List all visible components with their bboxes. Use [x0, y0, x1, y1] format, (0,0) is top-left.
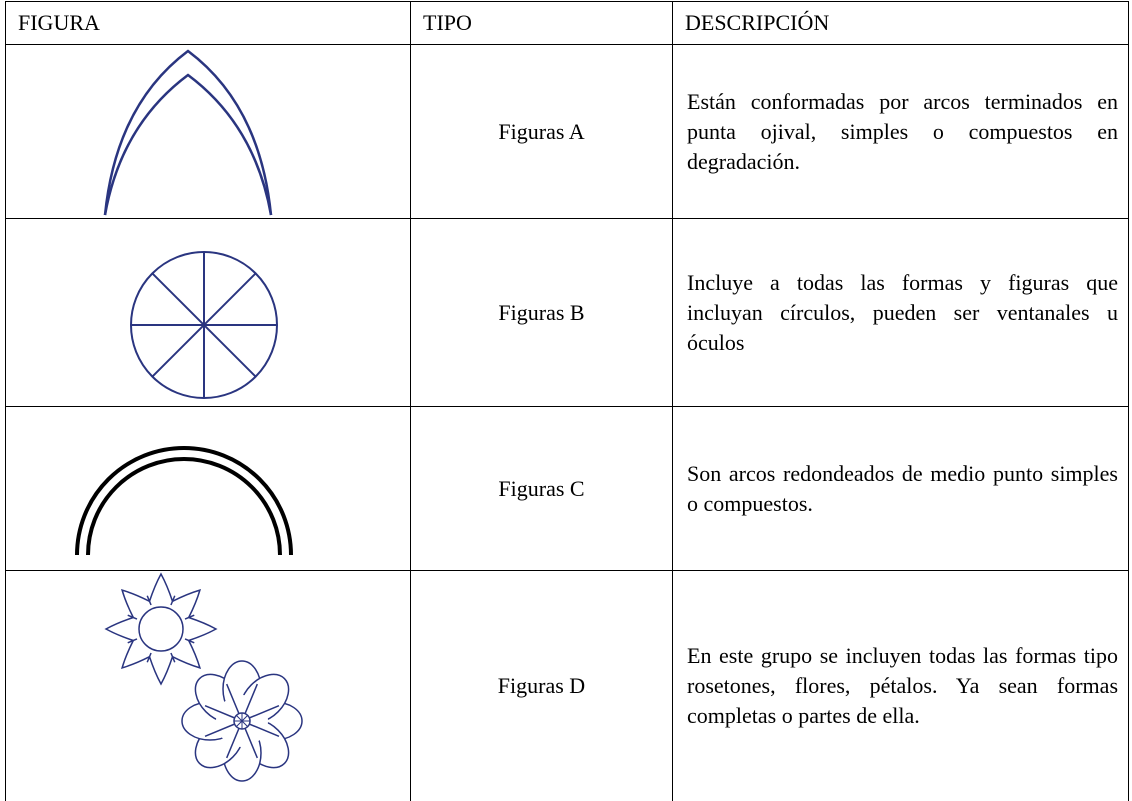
- inner-arch: [105, 75, 271, 215]
- figure-cell: [6, 571, 411, 801]
- description-cell: Incluye a todas las formas y figuras que…: [673, 219, 1129, 407]
- flower-center: [139, 607, 183, 651]
- round-arch-figure: [6, 407, 411, 570]
- type-cell: Figuras D: [411, 571, 673, 801]
- circle-figure: [6, 219, 411, 406]
- header-cell: TIPO: [411, 2, 673, 45]
- type-cell: Figuras B: [411, 219, 673, 407]
- figure-cell: [6, 407, 411, 571]
- flowers-figure: [6, 571, 411, 801]
- figures-table: FIGURA TIPO DESCRIPCIÓN Figuras A Están …: [5, 1, 1129, 801]
- row: Figuras A Están conformadas por arcos te…: [6, 45, 1129, 219]
- row: Figuras C Son arcos redondeados de medio…: [6, 407, 1129, 571]
- description-cell: Están conformadas por arcos terminados e…: [673, 45, 1129, 219]
- header-row: FIGURA TIPO DESCRIPCIÓN: [6, 2, 1129, 45]
- pointed-arch-figure: [6, 45, 411, 218]
- type-cell: Figuras C: [411, 407, 673, 571]
- figure-cell: [6, 45, 411, 219]
- figure-cell: [6, 219, 411, 407]
- header-cell: FIGURA: [6, 2, 411, 45]
- row: Figuras D En este grupo se incluyen toda…: [6, 571, 1129, 801]
- header-cell: DESCRIPCIÓN: [673, 2, 1129, 45]
- description-cell: Son arcos redondeados de medio punto sim…: [673, 407, 1129, 571]
- type-cell: Figuras A: [411, 45, 673, 219]
- outer-arch: [77, 448, 291, 555]
- row: Figuras B Incluye a todas las formas y f…: [6, 219, 1129, 407]
- description-cell: En este grupo se incluyen todas las form…: [673, 571, 1129, 801]
